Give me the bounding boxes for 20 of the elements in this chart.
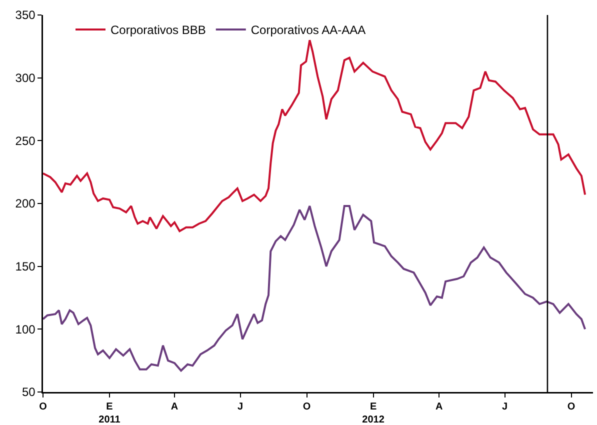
x-tick-label: E 2012 bbox=[362, 401, 385, 425]
y-tick-label: 150 bbox=[15, 260, 36, 274]
x-tick-label: J bbox=[502, 401, 508, 412]
x-tick-label: A bbox=[435, 401, 443, 412]
x-tick-label: A bbox=[170, 401, 178, 412]
y-tick-label: 250 bbox=[15, 134, 36, 148]
legend-label: Corporativos BBB bbox=[110, 23, 206, 38]
x-tick-label: O bbox=[39, 401, 48, 412]
y-tick-label: 200 bbox=[15, 196, 36, 211]
y-tick-label: 100 bbox=[15, 322, 36, 336]
y-tick-label: 300 bbox=[15, 71, 36, 86]
x-tick-label: O bbox=[302, 401, 311, 412]
line-series bbox=[43, 39, 586, 232]
x-tick-label: J bbox=[238, 401, 244, 412]
y-tick-label: 50 bbox=[22, 385, 36, 400]
x-tick-label: E 2011 bbox=[98, 401, 121, 425]
legend-label: Corporativos AA-AAA bbox=[250, 23, 366, 38]
y-tick-label: 350 bbox=[15, 8, 36, 22]
x-tick-label: O bbox=[567, 401, 576, 412]
line-series bbox=[43, 205, 586, 372]
